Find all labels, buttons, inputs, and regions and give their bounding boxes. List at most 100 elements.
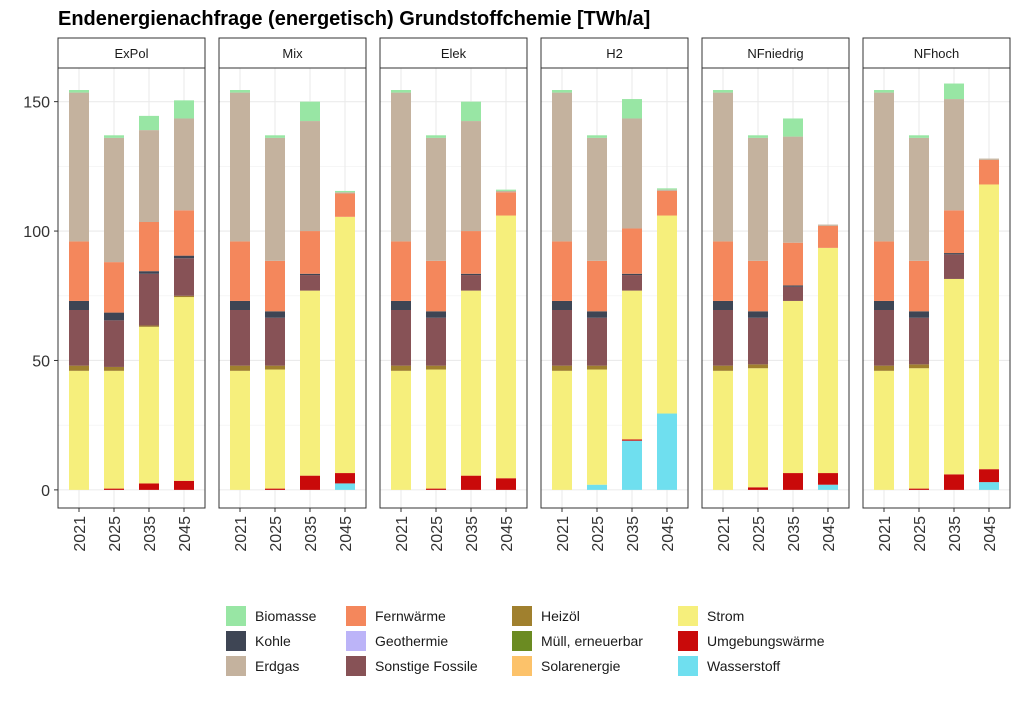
bar-segment-strom-2035 (622, 290, 642, 440)
bar-segment-sonstige-fossile-2035 (783, 286, 803, 301)
bar-segment-umgebungswaerme-2025 (909, 488, 929, 490)
panel-border (379, 67, 528, 509)
bar-segment-umgebungswaerme-2035 (783, 473, 803, 490)
bar-segment-strom-2021 (874, 370, 894, 490)
bar-segment-biomasse-2045 (174, 100, 194, 119)
x-tick-label: 2025 (268, 516, 285, 552)
bar-segment-kohle-2025 (265, 311, 285, 318)
bar-segment-strom-2021 (69, 370, 89, 490)
bar-segment-wasserstoff-2035 (622, 440, 642, 490)
legend-label-kohle: Kohle (255, 633, 291, 649)
legend-label-fernwaerme: Fernwärme (375, 608, 446, 624)
bar-segment-erdgas-2035 (622, 118, 642, 229)
bar-segment-strom-2021 (713, 370, 733, 490)
bar-segment-fernwaerme-2025 (104, 262, 124, 313)
bar-segment-heizoel-2021 (69, 365, 89, 371)
panel-border (862, 67, 1011, 509)
bar-segment-sonstige-fossile-2021 (874, 310, 894, 366)
legend-key-solarenergie (512, 656, 532, 676)
bar-segment-kohle-2025 (909, 311, 929, 318)
bar-segment-biomasse-2025 (909, 135, 929, 138)
legend-key-sonstige-fossile (346, 656, 366, 676)
bar-segment-sonstige-fossile-2025 (426, 317, 446, 366)
panel-border (57, 67, 206, 509)
bar-segment-strom-2045 (818, 247, 838, 474)
bar-segment-wasserstoff-2045 (818, 484, 838, 490)
bar-segment-umgebungswaerme-2045 (335, 473, 355, 484)
bar-segment-erdgas-2045 (174, 118, 194, 211)
facet-label: Elek (441, 46, 467, 61)
bar-segment-erdgas-2025 (587, 137, 607, 261)
bar-segment-heizoel-2021 (713, 365, 733, 371)
bar-segment-fernwaerme-2035 (139, 222, 159, 272)
bar-segment-biomasse-2045 (335, 190, 355, 193)
legend-key-erdgas (226, 656, 246, 676)
bar-segment-fernwaerme-2021 (874, 241, 894, 301)
bar-segment-biomasse-2035 (944, 83, 964, 100)
panel-nfhoch: NFhoch 2021 2025 2035 2045 (862, 37, 1011, 552)
bar-segment-erdgas-2035 (300, 121, 320, 232)
bar-segment-sonstige-fossile-2035 (622, 275, 642, 291)
bar-segment-heizoel-2021 (874, 365, 894, 371)
bar-segment-strom-2035 (783, 300, 803, 474)
panel-border (218, 67, 367, 509)
x-tick-label: 2035 (625, 516, 642, 552)
bar-segment-erdgas-2045 (496, 190, 516, 193)
bar-segment-biomasse-2025 (104, 135, 124, 138)
bar-segment-umgebungswaerme-2045 (174, 480, 194, 490)
bar-segment-fernwaerme-2035 (461, 231, 481, 274)
legend-key-wasserstoff (678, 656, 698, 676)
bar-segment-umgebungswaerme-2035 (300, 475, 320, 490)
bar-segment-fernwaerme-2025 (909, 260, 929, 312)
bar-segment-biomasse-2021 (69, 90, 89, 93)
bar-segment-strom-2035 (139, 326, 159, 484)
bar-segment-fernwaerme-2025 (748, 260, 768, 312)
bar-segment-kohle-2045 (174, 255, 194, 259)
legend-key-muell-erneuerbar (512, 631, 532, 651)
x-tick-label: 2021 (555, 516, 572, 552)
legend-key-biomasse (226, 606, 246, 626)
x-tick-label: 2025 (429, 516, 446, 552)
x-tick-label: 2035 (786, 516, 803, 552)
panel-nfniedrig: NFniedrig 2021 2025 2035 2045 (701, 37, 850, 552)
legend-label-muell-erneuerbar: Müll, erneuerbar (541, 633, 643, 649)
panel-expol: ExPol 2021 2025 2035 2045 (57, 37, 206, 552)
legend: Biomasse Kohle Erdgas Fernwärme Geothermie So… (226, 606, 825, 676)
bar-segment-sonstige-fossile-2025 (587, 317, 607, 366)
bar-segment-biomasse-2025 (587, 135, 607, 138)
bar-segment-strom-2025 (426, 369, 446, 489)
x-tick-label: 2025 (107, 516, 124, 552)
legend-label-wasserstoff: Wasserstoff (707, 658, 780, 674)
bar-segment-fernwaerme-2045 (496, 192, 516, 216)
x-tick-label: 2035 (464, 516, 481, 552)
bar-segment-fernwaerme-2021 (713, 241, 733, 301)
bar-segment-sonstige-fossile-2045 (174, 258, 194, 296)
bar-segment-erdgas-2035 (139, 130, 159, 222)
bar-segment-umgebungswaerme-2025 (104, 488, 124, 490)
panel-mix: Mix 2021 2025 2035 2045 (218, 37, 367, 552)
y-axis: 0 50 100 150 (23, 95, 58, 500)
bar-segment-biomasse-2021 (874, 90, 894, 93)
facet-label: NFniedrig (747, 46, 803, 61)
panel-border (540, 67, 689, 509)
bar-segment-erdgas-2035 (461, 121, 481, 232)
bar-segment-erdgas-2025 (426, 137, 446, 261)
legend-key-umgebungswaerme (678, 631, 698, 651)
legend-key-geothermie (346, 631, 366, 651)
bar-segment-biomasse-2021 (713, 90, 733, 93)
bar-segment-biomasse-2035 (783, 118, 803, 137)
x-tick-label: 2021 (877, 516, 894, 552)
bar-segment-heizoel-2025 (426, 365, 446, 370)
bar-segment-heizoel-2025 (909, 364, 929, 369)
x-tick-label: 2035 (142, 516, 159, 552)
x-tick-label: 2045 (338, 516, 355, 552)
bar-segment-sonstige-fossile-2035 (300, 275, 320, 291)
bar-segment-fernwaerme-2035 (300, 231, 320, 274)
bar-segment-erdgas-2045 (335, 192, 355, 194)
bar-segment-strom-2025 (748, 368, 768, 488)
x-tick-label: 2025 (912, 516, 929, 552)
bar-segment-heizoel-2021 (230, 365, 250, 371)
legend-label-solarenergie: Solarenergie (541, 658, 621, 674)
bar-segment-biomasse-2021 (391, 90, 411, 93)
bar-segment-strom-2025 (265, 369, 285, 489)
